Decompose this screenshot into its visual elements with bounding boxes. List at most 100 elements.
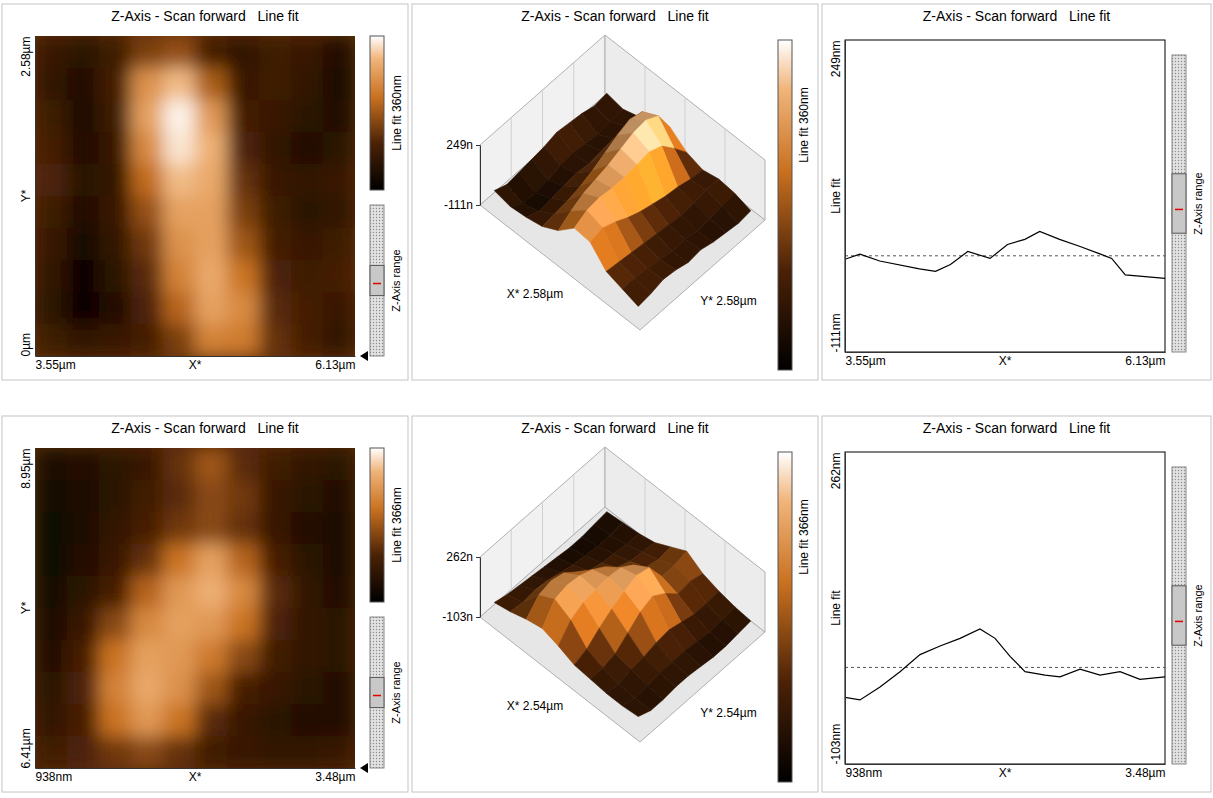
heatmap-cell (131, 448, 164, 481)
heatmap-cell (323, 324, 355, 356)
heatmap-cell (323, 704, 355, 737)
heatmap-cell (35, 480, 68, 513)
heatmap-cell (99, 640, 132, 673)
panel-title: Z-Axis - Scan forward Line fit (111, 8, 299, 24)
x-axis: 3.55µm6.13µm (846, 352, 1166, 368)
heatmap-cell (131, 164, 164, 197)
x-tick: 3.55µm (846, 352, 886, 368)
heatmap-cell (259, 544, 292, 577)
heatmap-cell (195, 228, 228, 261)
heatmap-cell (195, 164, 228, 197)
range-label: Z-Axis range (1192, 584, 1204, 646)
wall-grid (573, 63, 574, 123)
heatmap-cell (259, 672, 292, 705)
panel-frame (2, 416, 408, 792)
heatmap-cell (67, 448, 100, 481)
panel: Z-Axis - Scan forward Line fit 3.55µm6.13… (2, 4, 408, 380)
heatmap-cell (227, 228, 260, 261)
panel-title: Z-Axis - Scan forward Line fit (923, 420, 1111, 436)
range-marker (1175, 209, 1183, 211)
heatmap-cell (163, 196, 196, 229)
colorbar-label: Line fit 360nm (390, 75, 404, 150)
heatmap-cell (67, 576, 100, 609)
plot-frame (845, 40, 1165, 352)
heatmap-cell (163, 324, 196, 356)
heatmap-cell (163, 608, 196, 641)
heatmap (35, 36, 355, 356)
plot-area (845, 629, 1165, 700)
heatmap-cell (35, 576, 68, 609)
wall-grid (685, 98, 686, 158)
colorbar (370, 448, 384, 602)
y-tick-label: 0µm (19, 333, 33, 357)
heatmap-cell (259, 228, 292, 261)
heatmap-cell (227, 260, 260, 293)
heatmap-cell (291, 292, 324, 325)
heatmap-cell (323, 68, 355, 101)
x-tick: 6.13µm (315, 356, 355, 372)
heatmap-cell (131, 512, 164, 545)
heatmap-cell (227, 100, 260, 133)
heatmap-cell (195, 704, 228, 737)
colorbar-label: Line fit 360nm (797, 87, 811, 162)
heatmap-cell (99, 228, 132, 261)
heatmap-cell (195, 132, 228, 165)
heatmap-cell (99, 100, 132, 133)
heatmap-cell (67, 196, 100, 229)
z-tick: -111n (444, 198, 480, 212)
y-tick-label: -111nm (829, 314, 843, 353)
y-tick: -103nm (829, 724, 845, 765)
heatmap-cell (323, 640, 355, 673)
y-tick: 8.95µm (19, 448, 35, 488)
y-axis: 6.41µm8.95µm (19, 448, 36, 768)
heatmap-cell (291, 68, 324, 101)
heatmap-cell (195, 672, 228, 705)
heatmap-cell (323, 448, 355, 481)
x-tick-label: 6.13µm (315, 358, 355, 372)
heatmap-cell (35, 608, 68, 641)
heatmap-cells (35, 36, 355, 356)
heatmap-cell (35, 672, 68, 705)
y-axis-title: Y* 2.54µm (700, 706, 756, 720)
panel-title: Z-Axis - Scan forward Line fit (111, 420, 299, 436)
heatmap-cell (323, 260, 355, 293)
z-tick: -103n (442, 610, 480, 624)
x-axis: 3.55µm6.13µm (36, 356, 356, 372)
heatmap-cell (35, 260, 68, 293)
heatmap-ground (35, 36, 355, 356)
heatmap-cell (99, 448, 132, 481)
range-label: Z-Axis range (1192, 172, 1204, 234)
heatmap-cell (323, 196, 355, 229)
heatmap-cell (227, 164, 260, 197)
heatmap-cell (99, 544, 132, 577)
heatmap-cell (163, 576, 196, 609)
heatmap-cell (163, 448, 196, 481)
heatmap-cell (131, 544, 164, 577)
heatmap-cell (291, 576, 324, 609)
surface-patch (494, 185, 523, 207)
heatmap-cell (67, 260, 100, 293)
heatmap-cell (291, 480, 324, 513)
panel-frame (412, 416, 818, 792)
wall-grid (725, 129, 726, 189)
heatmap-cell (291, 544, 324, 577)
heatmap-cell (131, 640, 164, 673)
range-window (1172, 586, 1186, 645)
heatmap-cell (131, 260, 164, 293)
heatmap-cell (259, 164, 292, 197)
reference-line (845, 667, 1165, 668)
y-tick: -111nm (829, 314, 845, 353)
heatmap-cell (35, 164, 68, 197)
y-axis: -111nm249nm (829, 41, 846, 353)
heatmap-cell (291, 260, 324, 293)
heatmap-cell (259, 704, 292, 737)
z-tick-label: -111n (444, 198, 473, 212)
heatmap-cell (227, 576, 260, 609)
heatmap-cell (67, 132, 100, 165)
heatmap-cell (227, 448, 260, 481)
heatmap-cell (131, 736, 164, 768)
y-axis: 0µm2.58µm (19, 36, 36, 356)
panel-frame (2, 4, 408, 380)
y-tick-label: -103nm (829, 724, 843, 765)
heatmap-cells (35, 448, 355, 768)
